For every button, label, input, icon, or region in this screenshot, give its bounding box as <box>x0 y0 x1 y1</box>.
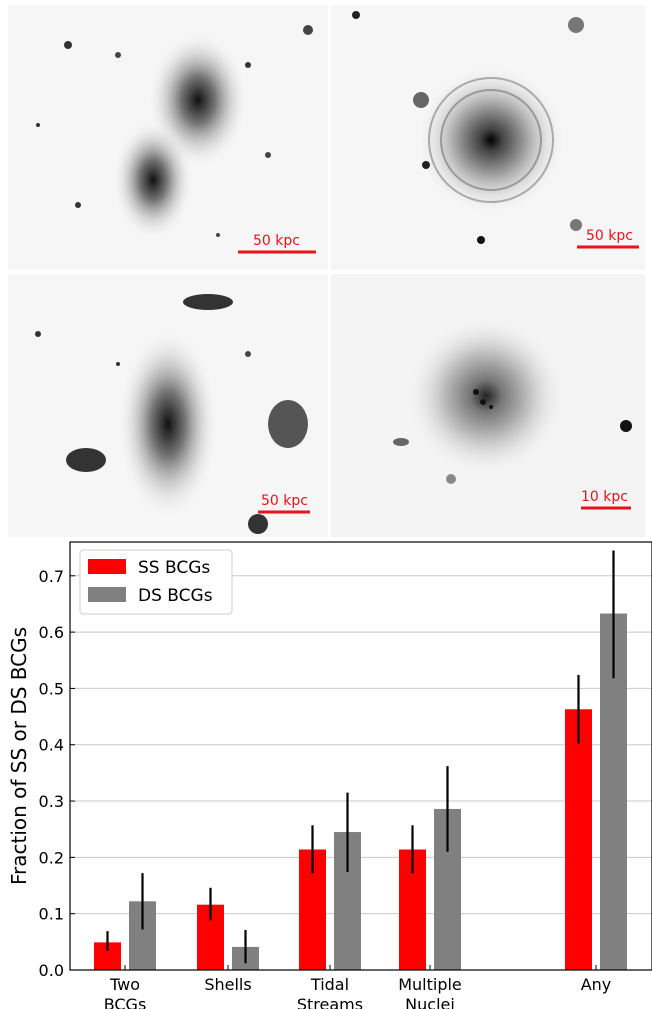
x-tick-label-line2: Nuclei <box>405 995 455 1009</box>
legend-swatch-ss <box>88 559 126 574</box>
x-tick-label-line2: Streams <box>297 995 363 1009</box>
y-tick-label: 0.3 <box>39 792 64 811</box>
x-tick-label: Tidal <box>310 975 349 994</box>
y-tick-label: 0.4 <box>39 736 64 755</box>
y-tick-label: 0.1 <box>39 905 64 924</box>
scale-bar-label: 50 kpc <box>253 233 300 249</box>
galaxy-image-bottom-left: 50 kpc <box>8 274 328 537</box>
galaxy-image-top-right: 50 kpc <box>331 5 645 270</box>
galaxy-image-top-left: 50 kpc <box>8 5 328 270</box>
legend-swatch-ds <box>88 587 126 602</box>
legend-label-ss: SS BCGs <box>138 558 210 578</box>
scale-bar-label: 50 kpc <box>586 228 633 244</box>
legend: SS BCGs DS BCGs <box>80 550 232 614</box>
x-tick-label: Shells <box>204 975 251 994</box>
y-tick-label: 0.7 <box>39 567 64 586</box>
legend-label-ds: DS BCGs <box>138 586 213 606</box>
y-tick-label: 0.5 <box>39 679 64 698</box>
scale-bar-label: 10 kpc <box>581 489 628 505</box>
galaxy-image-bottom-right: 10 kpc <box>331 274 645 537</box>
x-tick-label: Any <box>581 975 612 994</box>
bar-series <box>94 614 627 970</box>
y-axis-title: Fraction of SS or DS BCGs <box>7 627 31 885</box>
y-tick-label: 0.6 <box>39 623 64 642</box>
scale-bar-label: 50 kpc <box>261 493 308 509</box>
y-tick-label: 0.0 <box>39 961 64 980</box>
x-tick-label: Two <box>109 975 140 994</box>
x-tick-label-line2: BCGs <box>104 995 147 1009</box>
bar-ss-4 <box>565 709 592 970</box>
y-tick-label: 0.2 <box>39 848 64 867</box>
x-tick-label: Multiple <box>398 975 462 994</box>
